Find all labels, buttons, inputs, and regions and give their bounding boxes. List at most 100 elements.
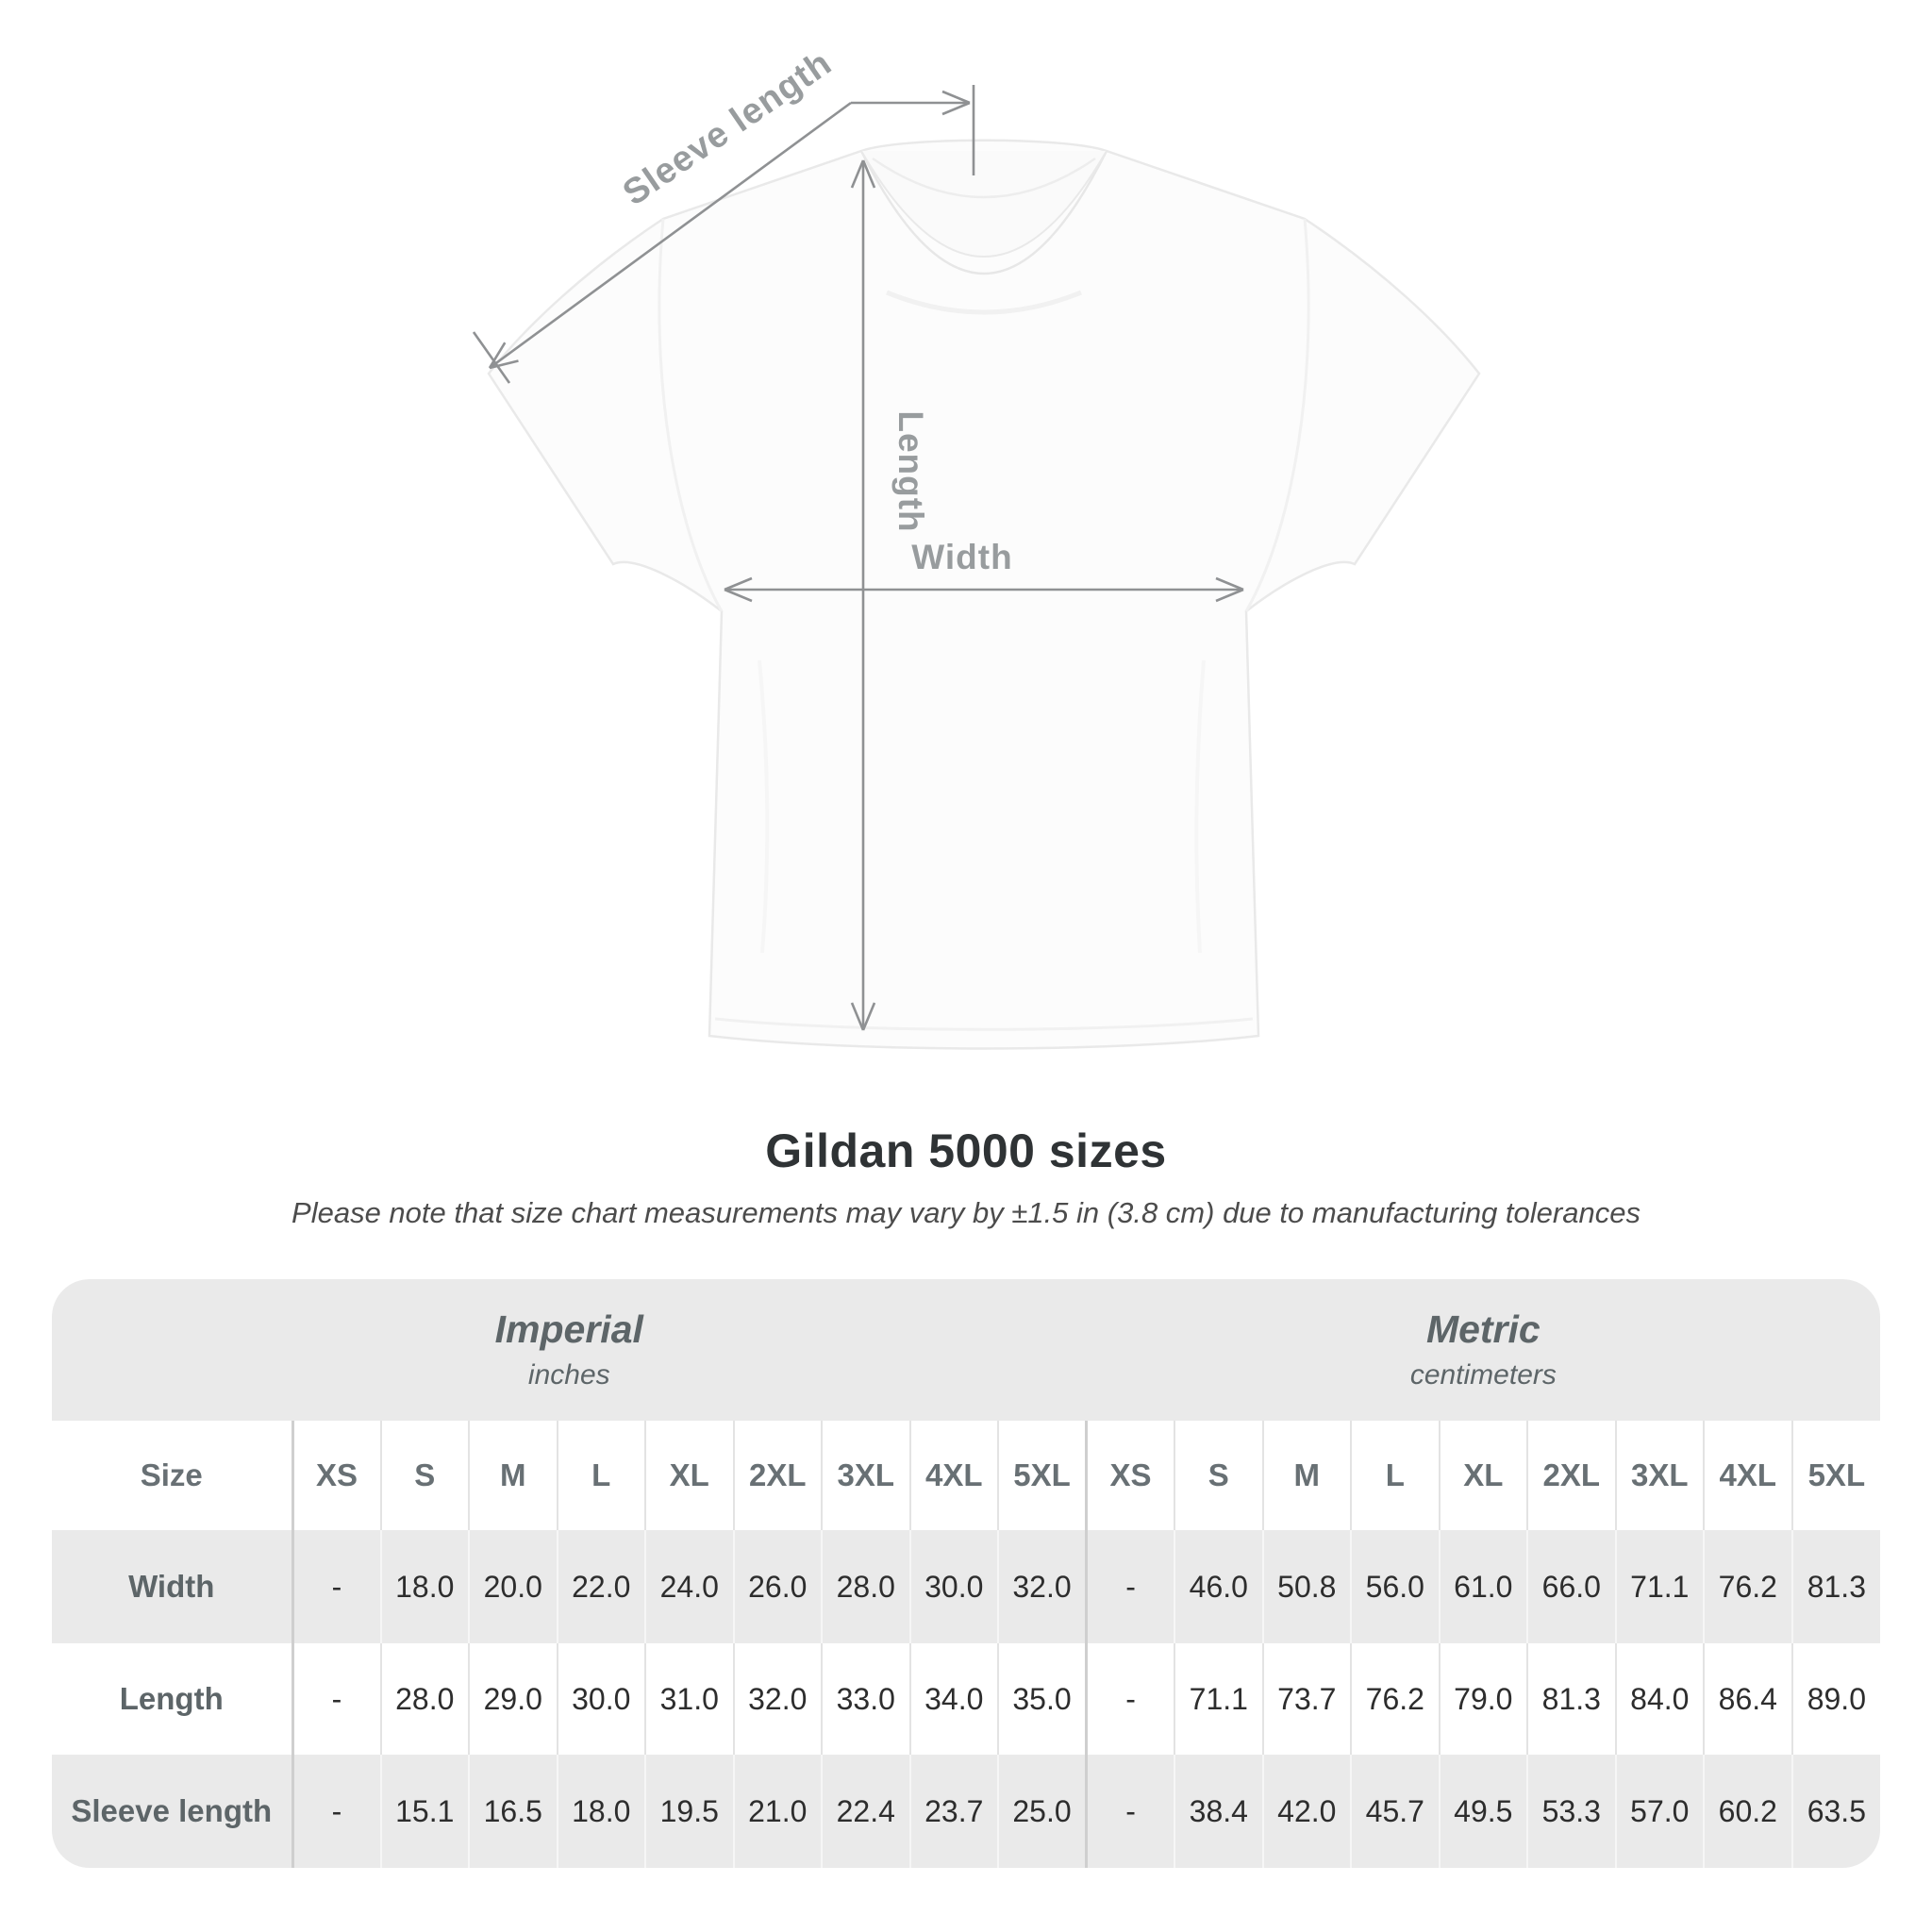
sleeve-length-value: 19.5 — [644, 1755, 734, 1868]
tshirt-measurement-diagram: Sleeve length Length Width — [472, 43, 1481, 1050]
sleeve-length-row: Sleeve length - 15.1 16.5 18.0 19.5 21.0… — [52, 1755, 1880, 1868]
size-header-metric-s: S — [1174, 1421, 1263, 1530]
size-header-imperial-xl: XL — [644, 1421, 734, 1530]
length-value: 30.0 — [556, 1643, 645, 1755]
size-header-imperial-s: S — [379, 1421, 469, 1530]
sleeve-edge-extension-line — [472, 331, 511, 384]
length-value: 79.0 — [1438, 1643, 1528, 1755]
sleeve-length-value: 22.4 — [821, 1755, 910, 1868]
length-value: 89.0 — [1790, 1643, 1880, 1755]
size-header-imperial-xs: XS — [291, 1421, 381, 1530]
size-header-metric-l: L — [1350, 1421, 1440, 1530]
size-header-imperial-3xl: 3XL — [821, 1421, 910, 1530]
under-collar-shadow — [886, 290, 1082, 315]
width-value: 66.0 — [1526, 1530, 1616, 1643]
size-chart-table: Imperial inches Metric centimeters Size … — [52, 1279, 1880, 1868]
unit-group-header-row: Imperial inches Metric centimeters — [52, 1279, 1880, 1421]
width-dimension-label: Width — [911, 538, 1012, 576]
collar-back-seam — [872, 157, 1096, 199]
width-value: 56.0 — [1350, 1530, 1440, 1643]
sleeve-length-row-label: Sleeve length — [71, 1793, 273, 1828]
dimension-lines — [472, 85, 1244, 1031]
sleeve-length-value: 38.4 — [1174, 1755, 1263, 1868]
sleeve-length-value: 45.7 — [1350, 1755, 1440, 1868]
size-header-imperial-m: M — [468, 1421, 558, 1530]
width-row: Width - 18.0 20.0 22.0 24.0 26.0 28.0 30… — [52, 1530, 1880, 1643]
length-value: - — [1085, 1643, 1175, 1755]
width-value: 28.0 — [821, 1530, 910, 1643]
right-sleeve-seam — [1244, 218, 1310, 612]
size-header-metric-xl: XL — [1438, 1421, 1528, 1530]
width-value: 71.1 — [1614, 1530, 1705, 1643]
size-header-row: Size XS S M L XL 2XL 3XL 4XL 5XL XS S M … — [52, 1421, 1880, 1530]
width-row-label: Width — [128, 1569, 215, 1604]
sleeve-length-value: 49.5 — [1438, 1755, 1528, 1868]
sleeve-length-value: 16.5 — [468, 1755, 558, 1868]
length-value: 84.0 — [1614, 1643, 1705, 1755]
length-value: 32.0 — [732, 1643, 822, 1755]
width-value: 61.0 — [1438, 1530, 1528, 1643]
left-sleeve-seam — [658, 218, 724, 612]
width-value: 32.0 — [997, 1530, 1087, 1643]
imperial-group-unit: inches — [527, 1359, 610, 1391]
size-header-metric-5xl: 5XL — [1790, 1421, 1880, 1530]
sleeve-length-value: 57.0 — [1614, 1755, 1705, 1868]
width-value: 22.0 — [556, 1530, 645, 1643]
sleeve-length-value: 63.5 — [1790, 1755, 1880, 1868]
sleeve-length-value: 21.0 — [732, 1755, 822, 1868]
length-value: 34.0 — [908, 1643, 998, 1755]
length-value: - — [291, 1643, 381, 1755]
size-header-imperial-5xl: 5XL — [997, 1421, 1087, 1530]
sleeve-length-value: 60.2 — [1703, 1755, 1792, 1868]
metric-group-unit: centimeters — [1409, 1359, 1557, 1391]
hem-stitch-line — [714, 1017, 1254, 1031]
width-value: 76.2 — [1703, 1530, 1792, 1643]
size-header-metric-xs: XS — [1085, 1421, 1175, 1530]
length-value: 28.0 — [379, 1643, 469, 1755]
width-value: - — [1085, 1530, 1175, 1643]
fabric-wrinkle-right — [1194, 659, 1206, 954]
sleeve-length-value: - — [1085, 1755, 1175, 1868]
length-value: 76.2 — [1350, 1643, 1440, 1755]
sleeve-length-value: 42.0 — [1261, 1755, 1352, 1868]
width-value: 46.0 — [1174, 1530, 1263, 1643]
length-row-label: Length — [119, 1681, 224, 1716]
sleeve-length-value: 53.3 — [1526, 1755, 1616, 1868]
metric-group-label: Metric — [1425, 1307, 1541, 1351]
length-dimension-label: Length — [891, 410, 930, 532]
length-value: 29.0 — [468, 1643, 558, 1755]
length-value: 71.1 — [1174, 1643, 1263, 1755]
imperial-group-header: Imperial inches — [52, 1279, 1087, 1421]
length-value: 86.4 — [1703, 1643, 1792, 1755]
title-block: Gildan 5000 sizes Please note that size … — [0, 1124, 1932, 1232]
length-value: 81.3 — [1526, 1643, 1616, 1755]
fabric-wrinkle-left — [758, 659, 770, 954]
size-header-metric-3xl: 3XL — [1614, 1421, 1705, 1530]
sleeve-length-value: 23.7 — [908, 1755, 998, 1868]
metric-group-header: Metric centimeters — [1086, 1279, 1880, 1421]
sleeve-length-value: 18.0 — [556, 1755, 645, 1868]
width-value: 20.0 — [468, 1530, 558, 1643]
sleeve-length-value: 15.1 — [379, 1755, 469, 1868]
sleeve-length-diagonal-line — [488, 101, 852, 370]
width-value: 24.0 — [644, 1530, 734, 1643]
size-header-metric-2xl: 2XL — [1526, 1421, 1616, 1530]
width-value: - — [291, 1530, 381, 1643]
tolerance-note: Please note that size chart measurements… — [291, 1196, 1641, 1229]
length-value: 73.7 — [1261, 1643, 1352, 1755]
size-header-metric-m: M — [1261, 1421, 1352, 1530]
width-value: 26.0 — [732, 1530, 822, 1643]
collar-band — [860, 150, 1108, 258]
size-header-imperial-l: L — [556, 1421, 645, 1530]
size-header-imperial-2xl: 2XL — [732, 1421, 822, 1530]
width-value: 30.0 — [908, 1530, 998, 1643]
length-value: 33.0 — [821, 1643, 910, 1755]
width-value: 81.3 — [1790, 1530, 1880, 1643]
tshirt-illustration — [487, 139, 1481, 1050]
size-header-imperial-4xl: 4XL — [908, 1421, 998, 1530]
tshirt-diagram-svg: Sleeve length Length Width — [472, 43, 1481, 1050]
sleeve-length-value: 25.0 — [997, 1755, 1087, 1868]
imperial-group-label: Imperial — [494, 1307, 643, 1351]
length-row: Length - 28.0 29.0 30.0 31.0 32.0 33.0 3… — [52, 1643, 1880, 1755]
